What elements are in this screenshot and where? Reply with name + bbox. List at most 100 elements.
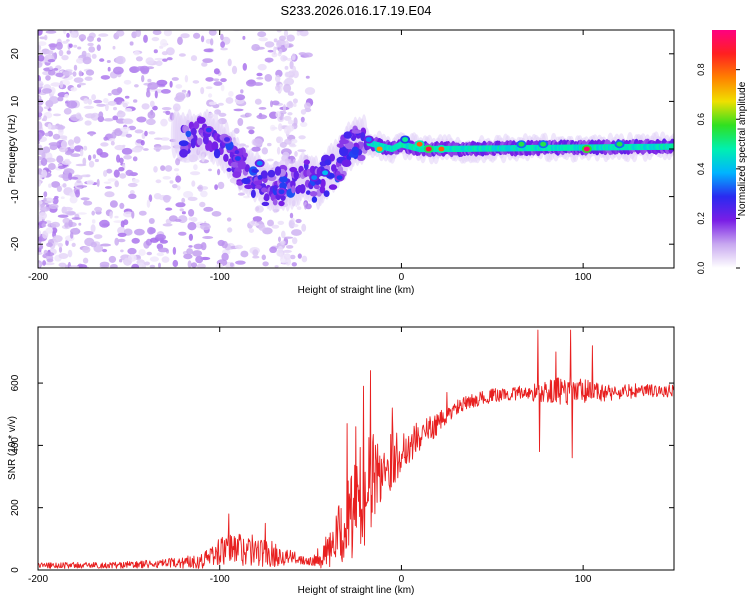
spectrogram-cell xyxy=(83,231,94,236)
spectrogram-cell xyxy=(123,211,134,218)
spectrogram-cell xyxy=(252,255,260,259)
spectrogram-cell xyxy=(38,156,43,161)
spectrogram-cell xyxy=(188,209,195,217)
spectrogram-cell xyxy=(230,161,239,168)
spectrogram-cell xyxy=(94,158,99,163)
figure-title: S233.2026.016.17.19.E04 xyxy=(280,3,431,18)
spectrogram-cell xyxy=(267,219,274,227)
spectrogram-cell xyxy=(106,60,111,63)
spectrogram-cell xyxy=(61,55,69,61)
spectrogram-cell xyxy=(87,98,93,105)
spectrogram-cell xyxy=(248,221,256,225)
spectrogram-cell xyxy=(208,30,217,36)
spectrogram-cell xyxy=(120,249,124,253)
spectrogram-cell xyxy=(146,251,152,256)
spectrogram-cell xyxy=(57,96,64,102)
spectrogram-cell xyxy=(77,46,82,50)
spectrogram-cell xyxy=(68,219,73,228)
spectrogram-cell xyxy=(90,224,96,233)
spectrogram-cell xyxy=(123,155,132,160)
spectrogram-cell xyxy=(70,176,79,180)
spectrogram-cell xyxy=(251,146,261,152)
snr-axes: -200 -100 0 100 0 200 400 600 xyxy=(10,327,674,585)
spectrogram-cell xyxy=(187,260,192,268)
spectrogram-cell xyxy=(197,184,204,192)
spectrogram-cell xyxy=(214,184,219,191)
spectrogram-y-tick-label: 0 xyxy=(10,146,21,152)
spectrogram-cell xyxy=(183,191,194,198)
spectrogram-cell xyxy=(175,175,182,183)
spectrogram-cell xyxy=(81,50,87,58)
spectrogram-cell xyxy=(285,257,292,266)
spectrogram-cell xyxy=(138,249,146,256)
spectrogram-cell xyxy=(147,111,156,119)
snr-x-tick-label: -100 xyxy=(210,574,230,585)
spectrogram-cell xyxy=(217,239,225,247)
spectrogram-cell xyxy=(143,148,149,151)
spectrogram-cell xyxy=(271,52,278,58)
spectrogram-cell xyxy=(286,245,294,249)
spectrogram-cell xyxy=(187,196,198,201)
spectrogram-cell xyxy=(38,204,41,211)
spectrogram-cell xyxy=(190,55,198,62)
spectrogram-peak xyxy=(518,141,525,147)
spectrogram-cell xyxy=(153,49,158,54)
colorbar-ticks: 0.0 0.2 0.4 0.6 0.8 xyxy=(696,63,740,274)
spectrogram-cell xyxy=(145,90,151,98)
spectrogram-cell xyxy=(271,100,280,106)
spectrogram-cell xyxy=(140,140,145,146)
spectrogram-cell xyxy=(85,174,91,178)
spectrogram-cell xyxy=(275,84,281,91)
spectrogram-cell xyxy=(62,173,70,182)
spectrogram-cell xyxy=(155,60,163,67)
spectrogram-cell xyxy=(114,215,119,219)
spectrogram-cell xyxy=(45,227,53,234)
spectrogram-cell xyxy=(180,33,190,39)
spectrogram-cell xyxy=(50,221,61,228)
spectrogram-cell xyxy=(258,107,267,110)
spectrogram-cell xyxy=(190,262,198,268)
spectrogram-cell xyxy=(136,116,147,123)
spectrogram-cell xyxy=(70,231,74,239)
spectrogram-cell xyxy=(253,180,262,185)
spectrogram-cell xyxy=(256,114,268,120)
spectrogram-cell xyxy=(234,244,243,250)
spectrogram-cell xyxy=(104,191,115,198)
spectrogram-cell xyxy=(70,31,78,38)
spectrogram-cell xyxy=(55,125,66,130)
spectrogram-cell xyxy=(169,180,174,184)
spectrogram-cell xyxy=(114,237,119,246)
snr-y-tick-label: 0 xyxy=(10,567,21,573)
spectrogram-cell xyxy=(160,118,168,127)
spectrogram-cell xyxy=(48,203,59,209)
spectrogram-cell xyxy=(243,152,248,158)
spectrogram-cell xyxy=(68,43,73,48)
spectrogram-cell xyxy=(100,243,112,247)
colorbar-tick-label: 0.0 xyxy=(696,262,706,275)
spectrogram-cell xyxy=(132,178,140,184)
spectrogram-y-tick-label: 10 xyxy=(10,95,21,107)
spectrogram-cell xyxy=(193,164,198,171)
spectrogram-cell xyxy=(172,246,177,255)
spectrogram-cell xyxy=(66,100,78,109)
spectrogram-cell xyxy=(196,263,206,268)
spectrogram-cell xyxy=(284,40,290,49)
spectrogram-cell xyxy=(152,105,158,111)
spectrogram-cell xyxy=(291,229,302,236)
spectrogram-cell xyxy=(278,48,283,54)
spectrogram-cell xyxy=(179,148,188,158)
spectrogram-cell xyxy=(264,57,274,63)
spectrogram-cell xyxy=(208,101,217,106)
spectrogram-cell xyxy=(176,185,181,191)
spectrogram-cell xyxy=(153,166,158,173)
spectrogram-cell xyxy=(78,82,87,86)
spectrogram-cell xyxy=(261,147,268,155)
spectrogram-cell xyxy=(341,159,352,167)
snr-frame xyxy=(37,326,675,571)
spectrogram-cell xyxy=(56,155,64,163)
spectrogram-cell xyxy=(299,184,306,194)
spectrogram-cell xyxy=(117,238,126,243)
spectrogram-cell xyxy=(52,133,61,140)
spectrogram-cell xyxy=(296,30,304,33)
